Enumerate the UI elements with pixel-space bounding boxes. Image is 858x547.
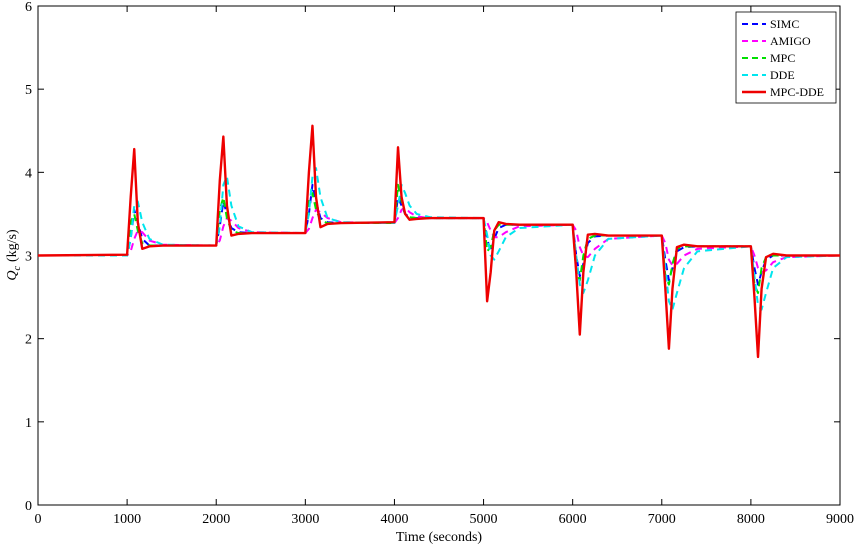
x-tick-label: 7000 [648, 512, 676, 527]
legend-label: MPC [770, 51, 795, 65]
legend-label: AMIGO [770, 34, 811, 48]
y-label-sub: c [12, 266, 23, 271]
legend-label: MPC-DDE [770, 85, 824, 99]
y-tick-label: 6 [25, 0, 32, 15]
y-tick-label: 0 [25, 499, 32, 514]
series-line [38, 183, 840, 286]
y-tick-label: 3 [25, 250, 32, 265]
legend-label: SIMC [770, 17, 799, 31]
y-label-unit: (kg/s) [5, 229, 20, 262]
legend-label: DDE [770, 68, 795, 82]
y-tick-label: 2 [25, 333, 32, 348]
x-axis-label: Time (seconds) [396, 530, 483, 545]
x-tick-label: 0 [35, 512, 42, 527]
legend: SIMC AMIGO MPC DDE MPC-DDE [735, 11, 837, 104]
series-line [37, 124, 840, 359]
y-tick-label: 4 [25, 166, 32, 181]
x-tick-label: 6000 [559, 512, 587, 527]
x-tick-label: 9000 [826, 512, 854, 527]
x-tick-label: 5000 [470, 512, 498, 527]
y-label-main: Q [5, 271, 20, 281]
x-tick-label: 4000 [380, 512, 408, 527]
x-tick-label: 2000 [202, 512, 230, 527]
y-tick-label: 5 [25, 83, 32, 98]
y-tick-label: 1 [25, 416, 32, 431]
x-tick-label: 3000 [291, 512, 319, 527]
x-tick-label: 8000 [737, 512, 765, 527]
series-line [38, 167, 841, 311]
y-axis-label: Qc (kg/s) [5, 229, 23, 281]
plot-frame [37, 5, 841, 506]
x-tick-label: 1000 [113, 512, 141, 527]
